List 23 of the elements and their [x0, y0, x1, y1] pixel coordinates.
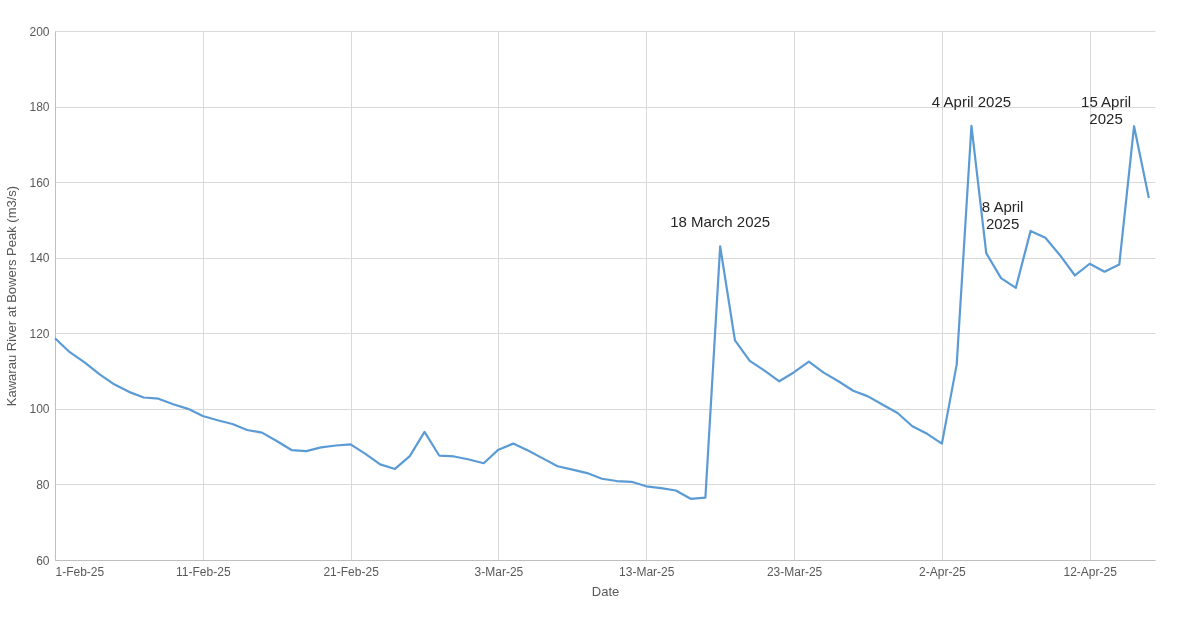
y-tick-label: 120: [29, 326, 50, 341]
y-axis-title: Kawarau River at Bowers Peak (m3/s): [4, 185, 20, 407]
y-tick-label: 100: [29, 402, 50, 417]
annotation: 18 March 2025: [670, 213, 771, 231]
x-tick-label: 13-Mar-25: [619, 564, 675, 579]
x-tick-label: 2-Apr-25: [919, 564, 967, 579]
y-tick-label: 180: [29, 100, 50, 115]
y-tick-label: 160: [29, 175, 50, 190]
x-axis-title: Date: [591, 583, 620, 599]
x-tick-label: 12-Apr-25: [1063, 564, 1118, 579]
x-tick-label: 23-Mar-25: [766, 564, 823, 579]
annotation: 15 April 2025: [1081, 93, 1132, 128]
x-tick-label: 21-Feb-25: [323, 564, 380, 579]
annotation: 8 April 2025: [981, 197, 1024, 232]
x-tick-label: 1-Feb-25: [55, 564, 105, 579]
line-series: [53, 124, 1150, 500]
x-tick-label: 11-Feb-25: [176, 564, 231, 579]
y-tick-label: 60: [36, 553, 50, 568]
y-tick-label: 80: [36, 477, 50, 492]
y-tick-label: 140: [29, 251, 50, 266]
y-tick-label: 200: [29, 24, 50, 39]
x-tick-label: 3-Mar-25: [474, 564, 524, 579]
annotation: 4 April 2025: [931, 92, 1012, 110]
